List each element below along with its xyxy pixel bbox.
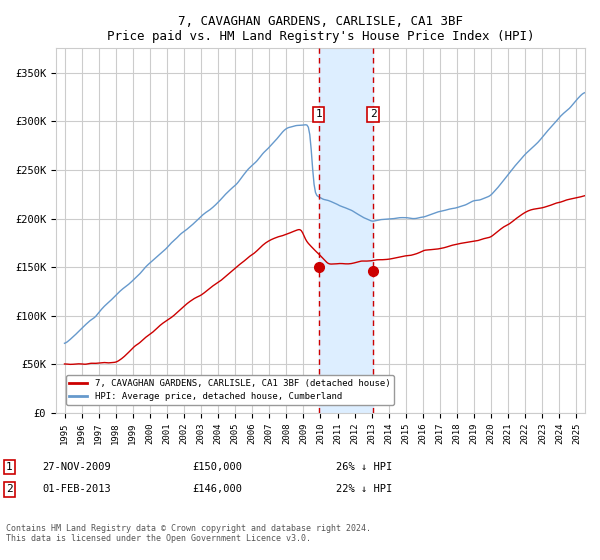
Legend: 7, CAVAGHAN GARDENS, CARLISLE, CA1 3BF (detached house), HPI: Average price, det: 7, CAVAGHAN GARDENS, CARLISLE, CA1 3BF (… [66, 375, 394, 405]
Text: 22% ↓ HPI: 22% ↓ HPI [336, 484, 392, 494]
Title: 7, CAVAGHAN GARDENS, CARLISLE, CA1 3BF
Price paid vs. HM Land Registry's House P: 7, CAVAGHAN GARDENS, CARLISLE, CA1 3BF P… [107, 15, 534, 43]
Text: 2: 2 [6, 484, 13, 494]
Bar [319, 48, 373, 413]
Text: 26% ↓ HPI: 26% ↓ HPI [336, 462, 392, 472]
Text: 01-FEB-2013: 01-FEB-2013 [42, 484, 111, 494]
Text: £150,000: £150,000 [192, 462, 242, 472]
Text: 1: 1 [6, 462, 13, 472]
Text: £146,000: £146,000 [192, 484, 242, 494]
Text: 27-NOV-2009: 27-NOV-2009 [42, 462, 111, 472]
Text: 2: 2 [370, 109, 376, 119]
Text: Contains HM Land Registry data © Crown copyright and database right 2024.
This d: Contains HM Land Registry data © Crown c… [6, 524, 371, 543]
Text: 1: 1 [316, 109, 322, 119]
